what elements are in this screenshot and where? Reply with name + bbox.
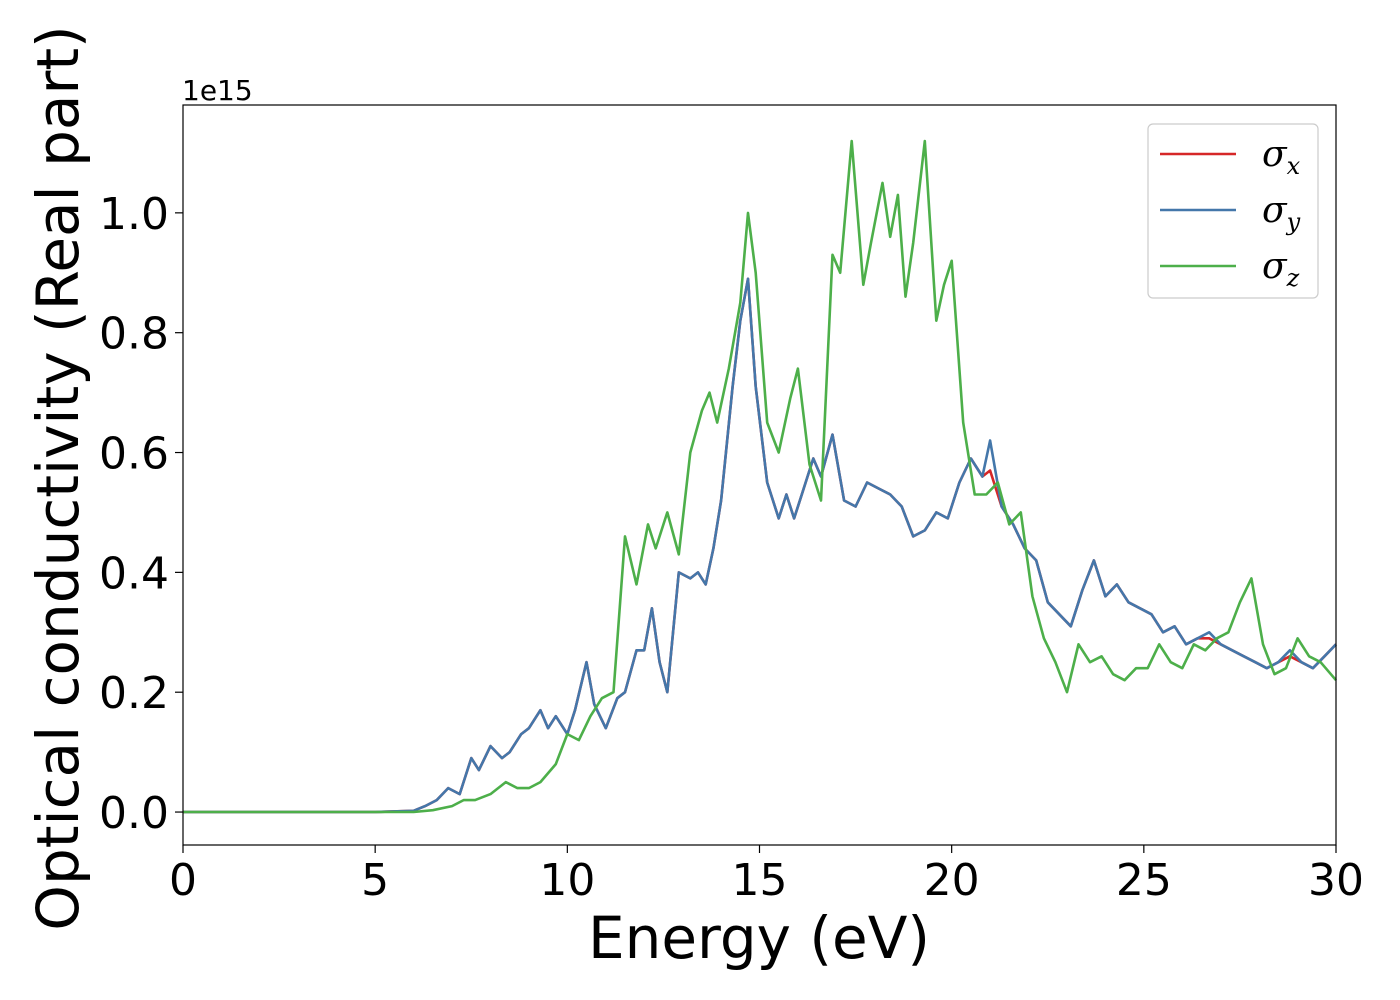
x-axis-label: Energy (eV): [588, 904, 930, 972]
y-tick-label: 1.0: [99, 189, 169, 240]
x-tick-label: 20: [924, 855, 980, 906]
y-offset-label: 1e15: [182, 74, 253, 107]
series-line-x: [183, 277, 1337, 814]
x-tick-label: 0: [169, 855, 197, 906]
x-tick-label: 30: [1308, 855, 1364, 906]
x-axis: 0 5 10 15 20 25 30: [169, 845, 1364, 906]
y-axis: 0.0 0.2 0.4 0.6 0.8 1.0: [99, 189, 183, 839]
x-tick-label: 15: [732, 855, 788, 906]
x-tick-label: 10: [539, 855, 595, 906]
x-tick-label: 5: [361, 855, 389, 906]
y-axis-label: Optical conductivity (Real part): [24, 25, 92, 930]
y-tick-label: 0.6: [99, 429, 169, 480]
x-tick-label: 25: [1116, 855, 1172, 906]
y-tick-label: 0.4: [99, 548, 169, 599]
series-line-y: [183, 277, 1337, 814]
y-tick-label: 0.0: [99, 788, 169, 839]
y-tick-label: 0.2: [99, 668, 169, 719]
series-line-z: [183, 139, 1337, 814]
y-tick-label: 0.8: [99, 309, 169, 360]
series-layer: [183, 139, 1337, 814]
